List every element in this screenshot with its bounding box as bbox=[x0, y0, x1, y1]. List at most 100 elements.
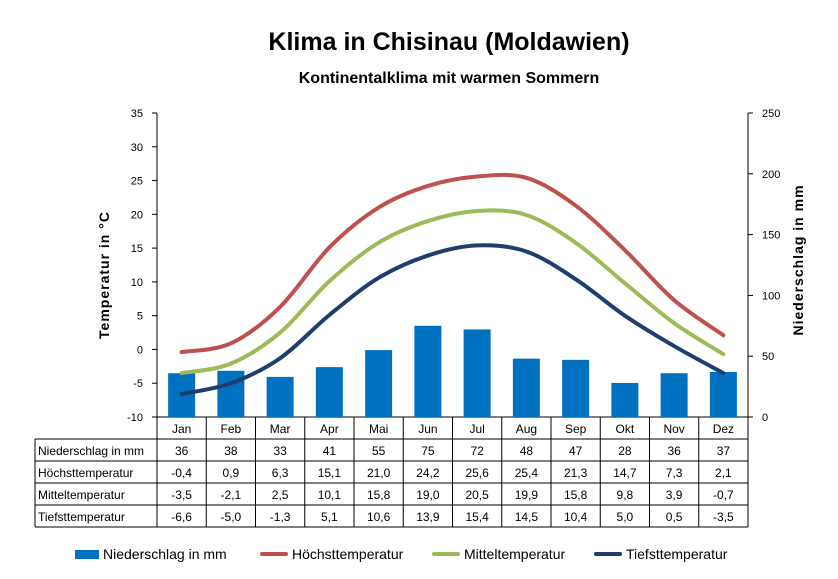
y-tick-label-left: 25 bbox=[131, 176, 143, 188]
chart-title: Klima in Chisinau (Moldawien) bbox=[268, 28, 630, 56]
x-tick-label: Mar bbox=[270, 422, 291, 436]
table-cell: 55 bbox=[372, 444, 386, 458]
line-tiefsttemperatur bbox=[179, 243, 726, 397]
table-cell: 21,3 bbox=[564, 466, 588, 480]
table-cell: 5,0 bbox=[617, 510, 634, 524]
table-row-header: Mitteltemperatur bbox=[38, 488, 125, 502]
table-cell: 15,4 bbox=[465, 510, 489, 524]
legend-item-hoechsttemperatur: Höchsttemperatur bbox=[260, 546, 403, 562]
x-tick-label: Okt bbox=[616, 422, 635, 436]
table-cell: -6,6 bbox=[171, 510, 192, 524]
legend-label: Tiefsttemperatur bbox=[626, 546, 728, 562]
y-tick-label-left: -5 bbox=[133, 378, 143, 390]
table-cell: -1,3 bbox=[270, 510, 291, 524]
y-tick-label-right: 100 bbox=[762, 290, 780, 302]
table-cell: 15,1 bbox=[318, 466, 342, 480]
legend-label: Mitteltemperatur bbox=[464, 546, 566, 562]
table-cell: 6,3 bbox=[272, 466, 289, 480]
table-cell: 36 bbox=[667, 444, 681, 458]
table-cell: -5,0 bbox=[221, 510, 242, 524]
bar-niederschlag bbox=[562, 359, 590, 417]
table-row-header: Niederschlag in mm bbox=[38, 444, 144, 458]
legend-label: Niederschlag in mm bbox=[103, 546, 227, 562]
table-cell: 3,9 bbox=[666, 488, 683, 502]
table-cell: 2,1 bbox=[715, 466, 732, 480]
table-cell: 14,5 bbox=[515, 510, 539, 524]
bar-niederschlag bbox=[709, 372, 737, 417]
y-tick-label-left: 20 bbox=[131, 209, 143, 221]
table-cell: -3,5 bbox=[713, 510, 734, 524]
table-cell: 36 bbox=[175, 444, 189, 458]
table-cell: 48 bbox=[520, 444, 534, 458]
x-tick-label: Dez bbox=[713, 422, 734, 436]
table-cell: 19,9 bbox=[515, 488, 539, 502]
table-cell: 9,8 bbox=[617, 488, 634, 502]
table-cell: 19,0 bbox=[416, 488, 440, 502]
bar-niederschlag bbox=[315, 367, 343, 417]
y-tick-label-right: 150 bbox=[762, 230, 780, 242]
table-cell: 38 bbox=[224, 444, 238, 458]
table-cell: -3,5 bbox=[171, 488, 192, 502]
table-cell: 14,7 bbox=[613, 466, 637, 480]
legend-label: Höchsttemperatur bbox=[292, 546, 404, 562]
y-tick-label-right: 0 bbox=[762, 412, 768, 424]
table-cell: 41 bbox=[323, 444, 337, 458]
legend-swatch bbox=[432, 552, 460, 556]
table-cell: 10,6 bbox=[367, 510, 391, 524]
y-tick-label-left: 10 bbox=[131, 277, 143, 289]
table-row-header: Höchsttemperatur bbox=[38, 466, 133, 480]
table-cell: 13,9 bbox=[416, 510, 440, 524]
y-tick-label-left: 0 bbox=[137, 344, 143, 356]
table-cell: 24,2 bbox=[416, 466, 440, 480]
chart-subtitle: Kontinentalklima mit warmen Sommern bbox=[298, 70, 600, 87]
y-axis-right-title: Niederschlag in mm bbox=[790, 184, 806, 335]
chart-legend: Niederschlag in mm Höchsttemperatur Mitt… bbox=[0, 546, 838, 566]
x-tick-label: Sep bbox=[565, 422, 587, 436]
y-tick-label-left: -10 bbox=[127, 412, 143, 424]
line-mitteltemperatur bbox=[179, 208, 726, 376]
y-tick-label-left: 30 bbox=[131, 142, 143, 154]
y-axis-left-title: Temperatur in °C bbox=[96, 211, 112, 339]
legend-swatch bbox=[594, 552, 622, 556]
x-tick-label: Mai bbox=[369, 422, 388, 436]
bar-niederschlag bbox=[266, 376, 294, 417]
table-cell: 15,8 bbox=[564, 488, 588, 502]
table-cell: 28 bbox=[618, 444, 632, 458]
y-tick-label-right: 50 bbox=[762, 351, 774, 363]
x-tick-label: Apr bbox=[320, 422, 339, 436]
bar-niederschlag bbox=[660, 373, 688, 417]
legend-item-niederschlag: Niederschlag in mm bbox=[75, 546, 227, 562]
bar-niederschlag bbox=[463, 329, 491, 417]
y-tick-label-left: 15 bbox=[131, 243, 143, 255]
bar-niederschlag bbox=[414, 325, 442, 417]
table-cell: 72 bbox=[470, 444, 484, 458]
x-tick-label: Nov bbox=[663, 422, 684, 436]
table-cell: 7,3 bbox=[666, 466, 683, 480]
table-cell: 2,5 bbox=[272, 488, 289, 502]
table-cell: 47 bbox=[569, 444, 583, 458]
table-cell: 37 bbox=[717, 444, 731, 458]
table-cell: -0,7 bbox=[713, 488, 734, 502]
legend-item-mitteltemperatur: Mitteltemperatur bbox=[432, 546, 565, 562]
table-cell: 75 bbox=[421, 444, 435, 458]
table-cell: 0,5 bbox=[666, 510, 683, 524]
table-cell: 33 bbox=[273, 444, 287, 458]
table-row-header: Tiefsttemperatur bbox=[38, 510, 125, 524]
bar-niederschlag bbox=[365, 350, 393, 417]
y-tick-label-left: 5 bbox=[137, 311, 143, 323]
table-cell: 21,0 bbox=[367, 466, 391, 480]
x-tick-label: Feb bbox=[221, 422, 242, 436]
table-cell: 25,4 bbox=[515, 466, 539, 480]
x-tick-label: Aug bbox=[516, 422, 537, 436]
y-tick-label-left: 35 bbox=[131, 108, 143, 120]
bar-niederschlag bbox=[512, 358, 540, 417]
table-cell: 5,1 bbox=[321, 510, 338, 524]
table-cell: 25,6 bbox=[465, 466, 489, 480]
table-cell: -0,4 bbox=[171, 466, 192, 480]
bar-niederschlag bbox=[611, 382, 639, 417]
y-tick-label-right: 200 bbox=[762, 169, 780, 181]
legend-item-tiefsttemperatur: Tiefsttemperatur bbox=[594, 546, 727, 562]
table-cell: 15,8 bbox=[367, 488, 391, 502]
table-cell: 10,1 bbox=[318, 488, 342, 502]
